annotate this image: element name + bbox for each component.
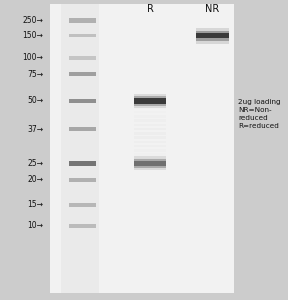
Bar (50, 287, 234, 300)
FancyBboxPatch shape (50, 4, 234, 293)
Bar (50, 19, 234, 34)
Bar (69, 127, 96, 131)
Bar (69, 224, 96, 228)
Bar (50, 198, 234, 212)
Text: 250→: 250→ (22, 16, 43, 25)
Bar (50, 94, 234, 108)
Bar (50, 79, 234, 94)
Bar (134, 141, 166, 143)
Bar (50, 34, 234, 49)
Bar (50, 183, 234, 198)
Bar (134, 98, 166, 104)
Bar (196, 38, 229, 44)
Text: 10→: 10→ (27, 221, 43, 230)
Bar (69, 56, 96, 60)
Bar (134, 162, 166, 164)
Bar (69, 203, 96, 207)
Bar (134, 149, 166, 152)
Bar (196, 38, 229, 40)
Bar (134, 119, 166, 122)
Text: 150→: 150→ (22, 31, 43, 40)
Bar (134, 166, 166, 170)
Bar (134, 153, 166, 156)
Bar (134, 103, 166, 106)
Text: NR: NR (205, 4, 219, 14)
Bar (50, 108, 234, 123)
Bar (50, 64, 234, 79)
Bar (134, 136, 166, 139)
Text: 100→: 100→ (22, 53, 43, 62)
Bar (134, 96, 166, 98)
Bar (134, 107, 166, 109)
Bar (69, 18, 96, 23)
Bar (134, 156, 166, 161)
Bar (50, 227, 234, 242)
Bar (50, 123, 234, 138)
Bar (134, 145, 166, 147)
Bar (50, 168, 234, 183)
Bar (50, 4, 234, 19)
Bar (134, 111, 166, 113)
Bar (134, 128, 166, 130)
Bar (50, 272, 234, 287)
Bar (69, 72, 96, 76)
Bar (134, 124, 166, 126)
Bar (50, 242, 234, 257)
Bar (69, 178, 96, 181)
Bar (69, 99, 96, 103)
Bar (69, 34, 96, 38)
Bar (196, 31, 229, 33)
Bar (50, 49, 234, 64)
Bar (134, 115, 166, 118)
Bar (196, 28, 229, 33)
Bar (50, 138, 234, 153)
Bar (134, 94, 166, 98)
Bar (134, 132, 166, 134)
Text: 37→: 37→ (27, 125, 43, 134)
Bar (61, 4, 99, 293)
Text: 25→: 25→ (27, 159, 43, 168)
Text: 20→: 20→ (27, 175, 43, 184)
Text: 50→: 50→ (27, 97, 43, 106)
Bar (134, 166, 166, 168)
Bar (196, 33, 229, 38)
Bar (50, 257, 234, 272)
Bar (134, 102, 166, 105)
Text: 75→: 75→ (27, 70, 43, 79)
Bar (134, 159, 166, 161)
Bar (69, 161, 96, 166)
Text: 15→: 15→ (27, 200, 43, 209)
Bar (134, 161, 166, 166)
Bar (134, 158, 166, 160)
Bar (134, 103, 166, 108)
Text: 2ug loading
NR=Non-
reduced
R=reduced: 2ug loading NR=Non- reduced R=reduced (238, 99, 281, 129)
Bar (50, 153, 234, 168)
Text: R: R (147, 4, 154, 14)
Bar (50, 212, 234, 227)
